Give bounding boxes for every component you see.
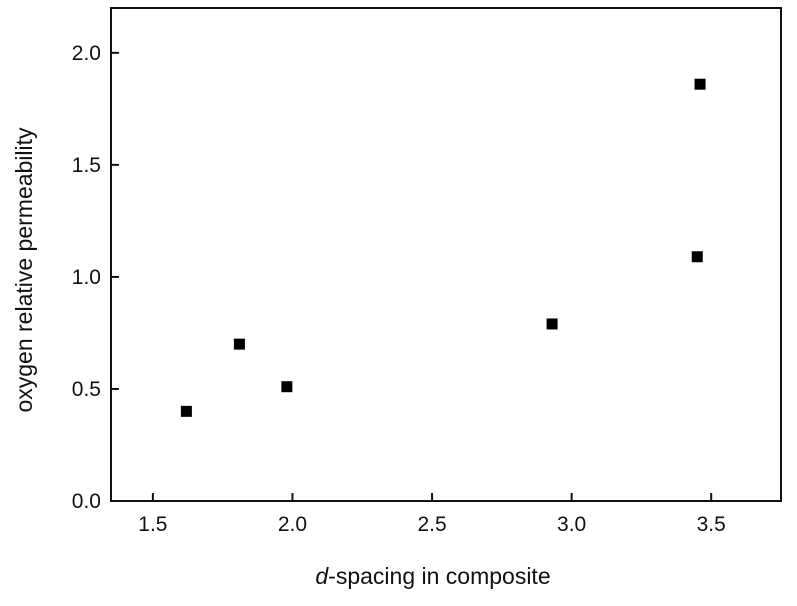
data-points xyxy=(180,78,706,417)
y-tick-label: 0.5 xyxy=(72,378,101,401)
y-axis-label: oxygen relative permeability xyxy=(11,127,37,413)
x-axis-label-italic: d xyxy=(315,563,329,589)
y-axis: 0.0 0.5 1.0 1.5 2.0 xyxy=(72,42,119,513)
x-tick-label: 2.0 xyxy=(278,513,307,536)
data-point xyxy=(546,318,558,330)
x-tick-label: 2.5 xyxy=(417,513,446,536)
data-point xyxy=(694,78,706,90)
data-point xyxy=(281,381,293,393)
x-axis: 1.5 2.0 2.5 3.0 3.5 xyxy=(138,493,726,536)
x-axis-label: d-spacing in composite xyxy=(315,563,550,589)
y-tick-label: 2.0 xyxy=(72,42,101,65)
x-tick-label: 1.5 xyxy=(138,513,167,536)
data-point xyxy=(180,405,192,417)
y-tick-label: 1.0 xyxy=(72,266,101,289)
y-tick-label: 0.0 xyxy=(72,490,101,513)
y-tick-label: 1.5 xyxy=(72,154,101,177)
x-tick-label: 3.5 xyxy=(697,513,726,536)
x-axis-label-text: -spacing in composite xyxy=(328,563,550,589)
plot-frame xyxy=(110,7,782,502)
data-point xyxy=(233,338,245,350)
data-point xyxy=(691,251,703,263)
x-tick-label: 3.0 xyxy=(557,513,586,536)
